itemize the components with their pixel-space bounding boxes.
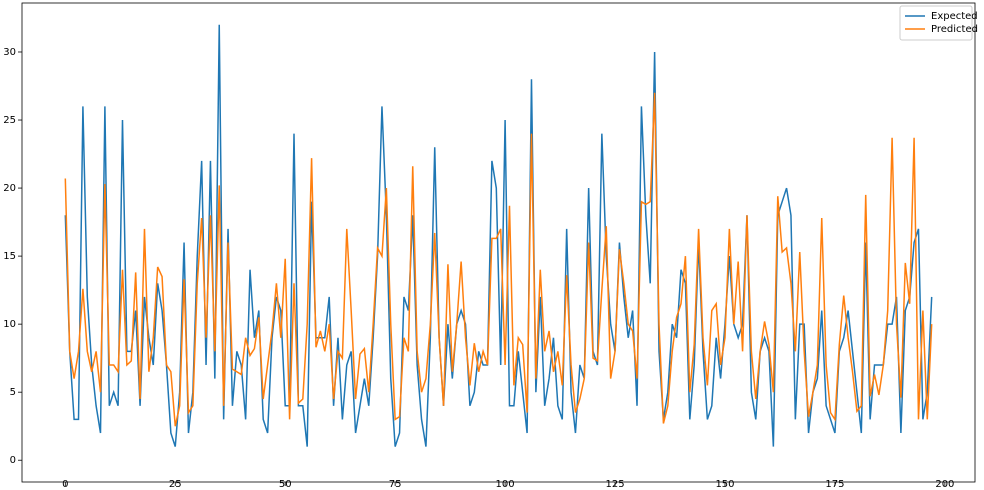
x-tick-label: 175 (825, 479, 844, 490)
legend-label: Expected (931, 11, 978, 22)
y-tick-label: 25 (3, 115, 16, 126)
x-tick-label: 100 (496, 479, 515, 490)
series-line (64, 24, 933, 447)
x-tick-label: 75 (389, 479, 402, 490)
y-tick-label: 30 (3, 47, 16, 58)
x-tick-label: 125 (605, 479, 624, 490)
x-tick-label: 150 (715, 479, 734, 490)
y-tick-label: 15 (3, 251, 16, 262)
y-tick-label: 5 (10, 387, 16, 398)
x-tick-label: 0 (62, 479, 68, 490)
y-tick-label: 20 (3, 183, 16, 194)
legend-box (899, 5, 973, 41)
x-tick-label: 50 (279, 479, 292, 490)
y-tick-label: 0 (10, 455, 16, 466)
series-line (64, 92, 933, 427)
x-tick-label: 25 (169, 479, 182, 490)
plot-frame (21, 2, 976, 483)
y-tick-label: 10 (3, 319, 16, 330)
legend-label: Predicted (931, 24, 978, 35)
x-tick-label: 200 (935, 479, 954, 490)
